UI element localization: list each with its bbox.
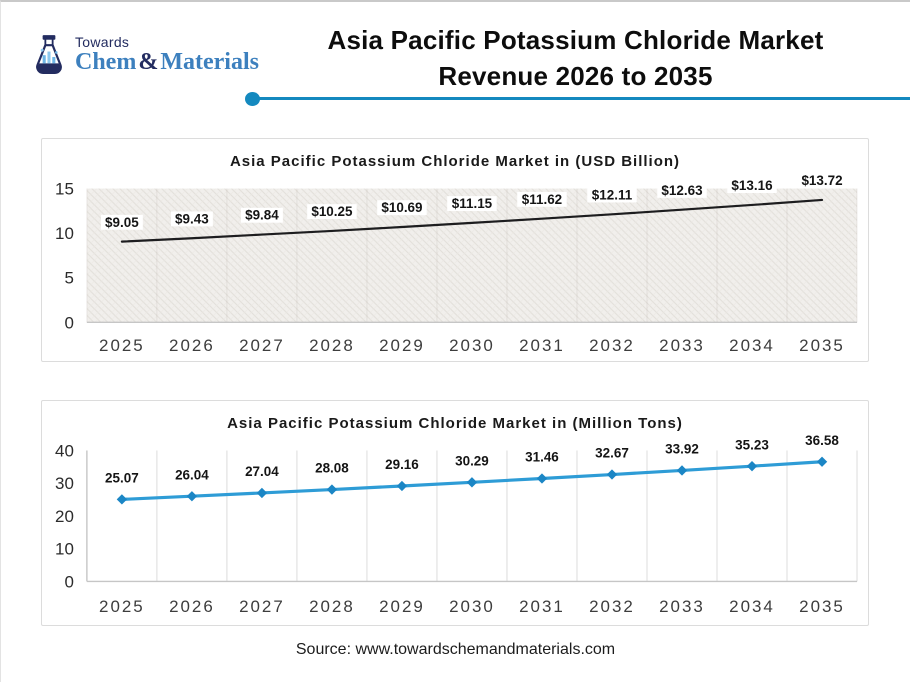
svg-text:$10.25: $10.25 <box>311 204 353 219</box>
svg-text:26.04: 26.04 <box>175 467 209 482</box>
svg-text:28.08: 28.08 <box>315 461 349 476</box>
svg-text:29.16: 29.16 <box>385 457 419 472</box>
svg-text:2031: 2031 <box>519 597 565 616</box>
svg-text:27.04: 27.04 <box>245 464 279 479</box>
svg-text:20: 20 <box>55 507 74 526</box>
svg-text:33.92: 33.92 <box>665 442 699 457</box>
svg-text:31.46: 31.46 <box>525 450 559 465</box>
svg-text:2026: 2026 <box>169 597 215 616</box>
svg-text:2029: 2029 <box>379 597 425 616</box>
svg-text:2034: 2034 <box>729 336 775 355</box>
svg-text:2026: 2026 <box>169 336 215 355</box>
svg-text:$11.15: $11.15 <box>452 196 493 211</box>
svg-text:32.67: 32.67 <box>595 446 629 461</box>
page-title-line1: Asia Pacific Potassium Chloride Market <box>327 25 824 55</box>
header-divider <box>245 91 910 106</box>
svg-text:25.07: 25.07 <box>105 471 139 486</box>
svg-text:40: 40 <box>55 442 74 461</box>
svg-text:2032: 2032 <box>589 597 635 616</box>
svg-text:0: 0 <box>64 572 73 591</box>
svg-text:10: 10 <box>55 540 74 559</box>
svg-text:$9.43: $9.43 <box>175 211 209 226</box>
svg-text:2034: 2034 <box>729 597 775 616</box>
svg-text:30.29: 30.29 <box>455 454 489 469</box>
brand-logo-text: Towards Chem&Materials <box>75 32 259 74</box>
svg-text:$13.16: $13.16 <box>731 178 772 193</box>
svg-text:2028: 2028 <box>309 336 355 355</box>
brand-name-materials: Materials <box>160 49 259 75</box>
svg-text:2027: 2027 <box>239 597 285 616</box>
brand-tagline: Towards <box>75 34 130 50</box>
svg-text:2032: 2032 <box>589 336 635 355</box>
svg-text:2033: 2033 <box>659 597 705 616</box>
svg-text:2035: 2035 <box>799 597 845 616</box>
brand-name: Chem&Materials <box>75 50 259 74</box>
svg-text:$12.63: $12.63 <box>661 183 702 198</box>
brand-logo: Towards Chem&Materials <box>29 32 259 80</box>
svg-text:$12.11: $12.11 <box>592 188 633 203</box>
svg-text:2031: 2031 <box>519 336 565 355</box>
divider-dot-icon <box>245 91 260 106</box>
svg-text:2029: 2029 <box>379 336 425 355</box>
svg-text:$11.62: $11.62 <box>522 192 562 207</box>
svg-text:$9.84: $9.84 <box>245 208 279 223</box>
svg-text:2035: 2035 <box>799 336 845 355</box>
svg-text:$9.05: $9.05 <box>105 215 139 230</box>
chart-card-usd-billion: Asia Pacific Potassium Chloride Market i… <box>41 138 869 362</box>
brand-name-amp: & <box>138 49 159 75</box>
svg-text:2030: 2030 <box>449 336 495 355</box>
svg-text:2028: 2028 <box>309 597 355 616</box>
svg-text:$10.69: $10.69 <box>381 200 422 215</box>
svg-text:2033: 2033 <box>659 336 705 355</box>
svg-text:2025: 2025 <box>99 597 145 616</box>
page-title-line2: Revenue 2026 to 2035 <box>438 61 713 91</box>
svg-text:35.23: 35.23 <box>735 437 769 452</box>
usd-billion-line-chart: 0 5 10 15 2025 2026 2027 2028 2029 2030 2031 2032 20… <box>55 173 858 355</box>
brand-name-chem: Chem <box>75 49 137 75</box>
svg-text:10: 10 <box>55 224 74 243</box>
page-title: Asia Pacific Potassium Chloride Market R… <box>251 22 900 94</box>
svg-text:36.58: 36.58 <box>805 433 839 448</box>
svg-text:2030: 2030 <box>449 597 495 616</box>
svg-text:0: 0 <box>64 313 73 332</box>
divider-rule <box>258 97 910 100</box>
chart-title-million-tons: Asia Pacific Potassium Chloride Market i… <box>227 415 683 432</box>
svg-text:30: 30 <box>55 474 74 493</box>
svg-text:5: 5 <box>64 269 73 288</box>
chart-title-usd-billion: Asia Pacific Potassium Chloride Market i… <box>229 153 681 170</box>
chart-card-million-tons: Asia Pacific Potassium Chloride Market i… <box>41 400 869 626</box>
svg-text:$13.72: $13.72 <box>801 173 842 188</box>
svg-text:2027: 2027 <box>239 336 285 355</box>
svg-text:2025: 2025 <box>99 336 145 355</box>
footer: Source: www.towardschemandmaterials.com <box>1 641 910 659</box>
source-text: Source: www.towardschemandmaterials.com <box>295 641 616 658</box>
flask-icon <box>36 35 62 74</box>
svg-text:15: 15 <box>55 180 74 199</box>
